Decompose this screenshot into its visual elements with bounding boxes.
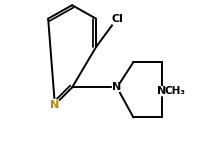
Circle shape <box>50 100 60 110</box>
Text: CH₃: CH₃ <box>165 86 186 96</box>
Text: Cl: Cl <box>111 14 123 24</box>
Text: N: N <box>50 100 59 110</box>
Circle shape <box>110 12 124 25</box>
Circle shape <box>157 87 166 96</box>
Text: N: N <box>157 86 167 96</box>
Circle shape <box>112 83 121 92</box>
Circle shape <box>168 84 182 98</box>
Text: N: N <box>112 82 122 92</box>
